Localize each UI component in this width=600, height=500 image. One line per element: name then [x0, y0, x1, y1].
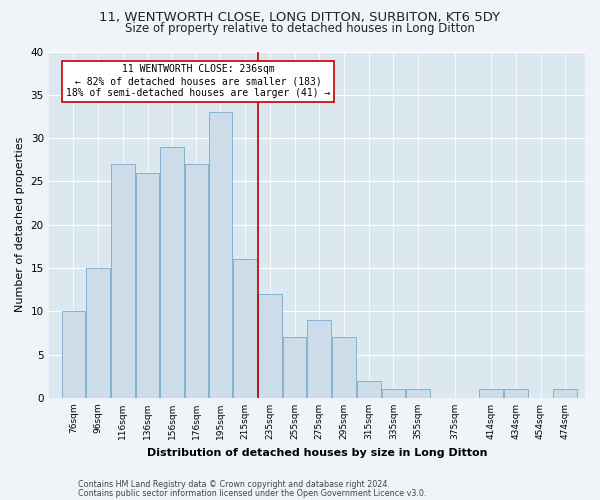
Bar: [504, 390, 527, 398]
Bar: [479, 390, 503, 398]
Text: Contains HM Land Registry data © Crown copyright and database right 2024.: Contains HM Land Registry data © Crown c…: [78, 480, 390, 489]
Text: 11 WENTWORTH CLOSE: 236sqm
← 82% of detached houses are smaller (183)
18% of sem: 11 WENTWORTH CLOSE: 236sqm ← 82% of deta…: [66, 64, 331, 98]
Bar: [111, 164, 134, 398]
Text: Contains public sector information licensed under the Open Government Licence v3: Contains public sector information licen…: [78, 488, 427, 498]
Text: Size of property relative to detached houses in Long Ditton: Size of property relative to detached ho…: [125, 22, 475, 35]
Bar: [86, 268, 110, 398]
Bar: [553, 390, 577, 398]
X-axis label: Distribution of detached houses by size in Long Ditton: Distribution of detached houses by size …: [146, 448, 487, 458]
Bar: [382, 390, 406, 398]
Bar: [185, 164, 208, 398]
Bar: [332, 338, 356, 398]
Bar: [406, 390, 430, 398]
Bar: [307, 320, 331, 398]
Bar: [258, 294, 282, 398]
Bar: [160, 147, 184, 398]
Bar: [283, 338, 307, 398]
Bar: [136, 173, 160, 398]
Bar: [357, 380, 380, 398]
Bar: [62, 312, 85, 398]
Text: 11, WENTWORTH CLOSE, LONG DITTON, SURBITON, KT6 5DY: 11, WENTWORTH CLOSE, LONG DITTON, SURBIT…: [100, 11, 500, 24]
Y-axis label: Number of detached properties: Number of detached properties: [15, 137, 25, 312]
Bar: [233, 260, 257, 398]
Bar: [209, 112, 232, 398]
